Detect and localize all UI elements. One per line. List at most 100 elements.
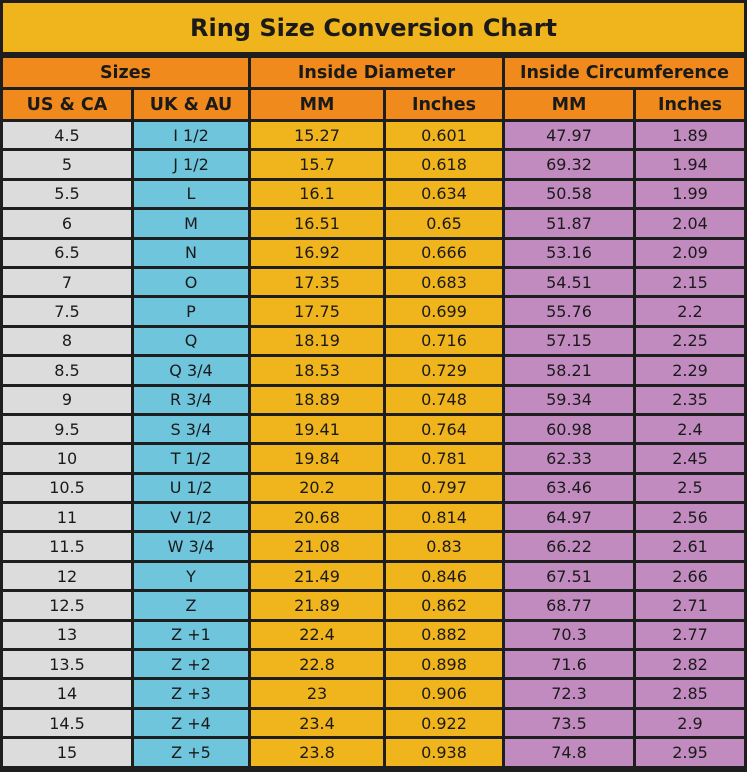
cell-diameter-mm: 19.41 xyxy=(251,415,383,443)
cell-us-ca: 15 xyxy=(3,739,131,766)
cell-diameter-mm: 16.1 xyxy=(251,180,383,208)
cell-diameter-inches: 0.781 xyxy=(386,445,502,472)
cell-us-ca: 12.5 xyxy=(3,592,131,619)
cell-diameter-inches: 0.748 xyxy=(386,386,502,413)
cell-circumference-mm: 60.98 xyxy=(505,415,633,443)
cell-circumference-mm: 54.51 xyxy=(505,268,633,296)
cell-diameter-mm: 18.53 xyxy=(251,357,383,384)
cell-diameter-mm: 22.8 xyxy=(251,651,383,678)
cell-circumference-mm: 70.3 xyxy=(505,621,633,649)
cell-circumference-inches: 1.99 xyxy=(636,180,744,208)
cell-us-ca: 10 xyxy=(3,445,131,472)
cell-diameter-inches: 0.862 xyxy=(386,592,502,619)
cell-circumference-inches: 2.09 xyxy=(636,239,744,266)
cell-uk-au: L xyxy=(134,180,248,208)
group-header-inside-diameter: Inside Diameter xyxy=(251,58,502,87)
cell-circumference-mm: 47.97 xyxy=(505,122,633,149)
cell-diameter-mm: 23 xyxy=(251,680,383,707)
cell-circumference-mm: 64.97 xyxy=(505,504,633,531)
cell-uk-au: O xyxy=(134,268,248,296)
cell-us-ca: 11.5 xyxy=(3,533,131,560)
cell-circumference-inches: 2.66 xyxy=(636,562,744,590)
cell-uk-au: S 3/4 xyxy=(134,415,248,443)
cell-diameter-inches: 0.716 xyxy=(386,327,502,355)
group-header-sizes: Sizes xyxy=(3,58,248,87)
cell-uk-au: Z +3 xyxy=(134,680,248,707)
cell-circumference-inches: 2.35 xyxy=(636,386,744,413)
cell-diameter-mm: 17.35 xyxy=(251,268,383,296)
cell-diameter-inches: 0.797 xyxy=(386,474,502,502)
cell-circumference-inches: 2.2 xyxy=(636,298,744,325)
cell-us-ca: 5 xyxy=(3,151,131,178)
cell-us-ca: 12 xyxy=(3,562,131,590)
cell-circumference-mm: 66.22 xyxy=(505,533,633,560)
cell-uk-au: J 1/2 xyxy=(134,151,248,178)
cell-us-ca: 9.5 xyxy=(3,415,131,443)
cell-uk-au: V 1/2 xyxy=(134,504,248,531)
cell-uk-au: Z +1 xyxy=(134,621,248,649)
chart-title: Ring Size Conversion Chart xyxy=(3,3,744,55)
cell-diameter-mm: 18.89 xyxy=(251,386,383,413)
cell-us-ca: 7.5 xyxy=(3,298,131,325)
cell-circumference-mm: 72.3 xyxy=(505,680,633,707)
cell-diameter-inches: 0.846 xyxy=(386,562,502,590)
cell-diameter-mm: 15.7 xyxy=(251,151,383,178)
cell-diameter-inches: 0.83 xyxy=(386,533,502,560)
cell-uk-au: P xyxy=(134,298,248,325)
cell-uk-au: N xyxy=(134,239,248,266)
cell-circumference-inches: 2.04 xyxy=(636,210,744,237)
cell-diameter-inches: 0.814 xyxy=(386,504,502,531)
conversion-table: Sizes Inside Diameter Inside Circumferen… xyxy=(3,58,744,766)
cell-circumference-inches: 2.95 xyxy=(636,739,744,766)
column-header-diameter-inches: Inches xyxy=(386,90,502,119)
cell-diameter-inches: 0.699 xyxy=(386,298,502,325)
cell-circumference-mm: 67.51 xyxy=(505,562,633,590)
cell-circumference-inches: 2.85 xyxy=(636,680,744,707)
cell-diameter-mm: 16.51 xyxy=(251,210,383,237)
cell-circumference-inches: 1.89 xyxy=(636,122,744,149)
cell-circumference-inches: 2.71 xyxy=(636,592,744,619)
cell-circumference-mm: 73.5 xyxy=(505,709,633,737)
cell-uk-au: Z xyxy=(134,592,248,619)
cell-uk-au: T 1/2 xyxy=(134,445,248,472)
cell-diameter-inches: 0.65 xyxy=(386,210,502,237)
cell-circumference-mm: 63.46 xyxy=(505,474,633,502)
cell-circumference-inches: 2.25 xyxy=(636,327,744,355)
cell-diameter-inches: 0.683 xyxy=(386,268,502,296)
cell-circumference-inches: 2.9 xyxy=(636,709,744,737)
column-header-us-ca: US & CA xyxy=(3,90,131,119)
cell-uk-au: W 3/4 xyxy=(134,533,248,560)
cell-diameter-mm: 20.68 xyxy=(251,504,383,531)
cell-circumference-inches: 2.5 xyxy=(636,474,744,502)
cell-circumference-mm: 53.16 xyxy=(505,239,633,266)
cell-diameter-inches: 0.618 xyxy=(386,151,502,178)
cell-diameter-mm: 17.75 xyxy=(251,298,383,325)
cell-uk-au: Q xyxy=(134,327,248,355)
cell-diameter-mm: 21.49 xyxy=(251,562,383,590)
cell-diameter-mm: 15.27 xyxy=(251,122,383,149)
cell-circumference-mm: 69.32 xyxy=(505,151,633,178)
cell-circumference-mm: 58.21 xyxy=(505,357,633,384)
cell-circumference-inches: 2.45 xyxy=(636,445,744,472)
cell-us-ca: 13 xyxy=(3,621,131,649)
cell-diameter-mm: 21.89 xyxy=(251,592,383,619)
cell-circumference-mm: 50.58 xyxy=(505,180,633,208)
cell-diameter-mm: 23.8 xyxy=(251,739,383,766)
cell-circumference-inches: 2.56 xyxy=(636,504,744,531)
cell-diameter-mm: 18.19 xyxy=(251,327,383,355)
cell-circumference-mm: 59.34 xyxy=(505,386,633,413)
cell-circumference-inches: 2.61 xyxy=(636,533,744,560)
cell-us-ca: 7 xyxy=(3,268,131,296)
cell-us-ca: 5.5 xyxy=(3,180,131,208)
cell-uk-au: R 3/4 xyxy=(134,386,248,413)
cell-circumference-inches: 2.29 xyxy=(636,357,744,384)
cell-uk-au: I 1/2 xyxy=(134,122,248,149)
cell-us-ca: 11 xyxy=(3,504,131,531)
column-header-circumference-inches: Inches xyxy=(636,90,744,119)
cell-diameter-inches: 0.898 xyxy=(386,651,502,678)
cell-diameter-mm: 21.08 xyxy=(251,533,383,560)
cell-uk-au: Y xyxy=(134,562,248,590)
cell-diameter-inches: 0.764 xyxy=(386,415,502,443)
cell-us-ca: 4.5 xyxy=(3,122,131,149)
cell-circumference-inches: 2.15 xyxy=(636,268,744,296)
